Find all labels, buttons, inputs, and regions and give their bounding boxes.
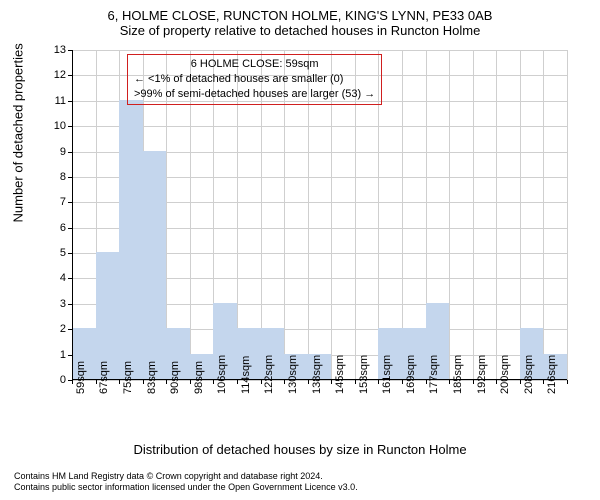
x-tick-mark — [96, 380, 97, 384]
x-tick-mark — [308, 380, 309, 384]
title-sub: Size of property relative to detached ho… — [0, 23, 600, 38]
x-tick-mark — [331, 380, 332, 384]
annotation-line-1: 6 HOLME CLOSE: 59sqm — [134, 57, 375, 72]
x-tick-mark — [543, 380, 544, 384]
x-tick-mark — [237, 380, 238, 384]
x-tick-mark — [520, 380, 521, 384]
y-axis-line — [72, 50, 73, 380]
x-tick-mark — [567, 380, 568, 384]
grid-line-vertical — [473, 50, 474, 380]
y-tick-label: 8 — [46, 171, 66, 183]
grid-line-vertical — [567, 50, 568, 380]
grid-line-horizontal — [72, 126, 567, 127]
y-tick-label: 2 — [46, 323, 66, 335]
x-tick-mark — [496, 380, 497, 384]
x-tick-mark — [426, 380, 427, 384]
y-tick-label: 4 — [46, 272, 66, 284]
y-tick-label: 7 — [46, 196, 66, 208]
y-tick-label: 10 — [46, 120, 66, 132]
y-tick-label: 6 — [46, 222, 66, 234]
bar — [119, 100, 143, 380]
footer-line-2: Contains public sector information licen… — [14, 482, 358, 494]
grid-line-vertical — [543, 50, 544, 380]
x-tick-mark — [166, 380, 167, 384]
x-tick-mark — [378, 380, 379, 384]
chart-container: 6, HOLME CLOSE, RUNCTON HOLME, KING'S LY… — [0, 0, 600, 500]
footer-line-1: Contains HM Land Registry data © Crown c… — [14, 471, 358, 483]
x-tick-mark — [261, 380, 262, 384]
grid-line-vertical — [449, 50, 450, 380]
y-axis-label: Number of detached properties — [11, 43, 26, 222]
grid-line-vertical — [496, 50, 497, 380]
annotation-line-3: >99% of semi-detached houses are larger … — [134, 87, 375, 102]
x-tick-mark — [473, 380, 474, 384]
x-tick-mark — [190, 380, 191, 384]
x-tick-mark — [355, 380, 356, 384]
x-tick-mark — [402, 380, 403, 384]
footer: Contains HM Land Registry data © Crown c… — [14, 471, 358, 494]
title-main: 6, HOLME CLOSE, RUNCTON HOLME, KING'S LY… — [0, 0, 600, 23]
x-tick-mark — [72, 380, 73, 384]
y-tick-label: 5 — [46, 247, 66, 259]
y-tick-label: 0 — [46, 374, 66, 386]
x-tick-mark — [449, 380, 450, 384]
y-tick-label: 3 — [46, 298, 66, 310]
annotation-line-2: ← <1% of detached houses are smaller (0) — [134, 72, 375, 87]
grid-line-horizontal — [72, 50, 567, 51]
y-tick-label: 13 — [46, 44, 66, 56]
y-tick-label: 12 — [46, 69, 66, 81]
y-tick-label: 1 — [46, 349, 66, 361]
annotation-box: 6 HOLME CLOSE: 59sqm ← <1% of detached h… — [127, 54, 382, 105]
x-tick-mark — [213, 380, 214, 384]
bar — [143, 151, 167, 380]
y-tick-label: 11 — [46, 95, 66, 107]
x-axis-label: Distribution of detached houses by size … — [0, 442, 600, 457]
x-tick-mark — [119, 380, 120, 384]
x-tick-mark — [284, 380, 285, 384]
y-tick-label: 9 — [46, 146, 66, 158]
x-tick-mark — [143, 380, 144, 384]
